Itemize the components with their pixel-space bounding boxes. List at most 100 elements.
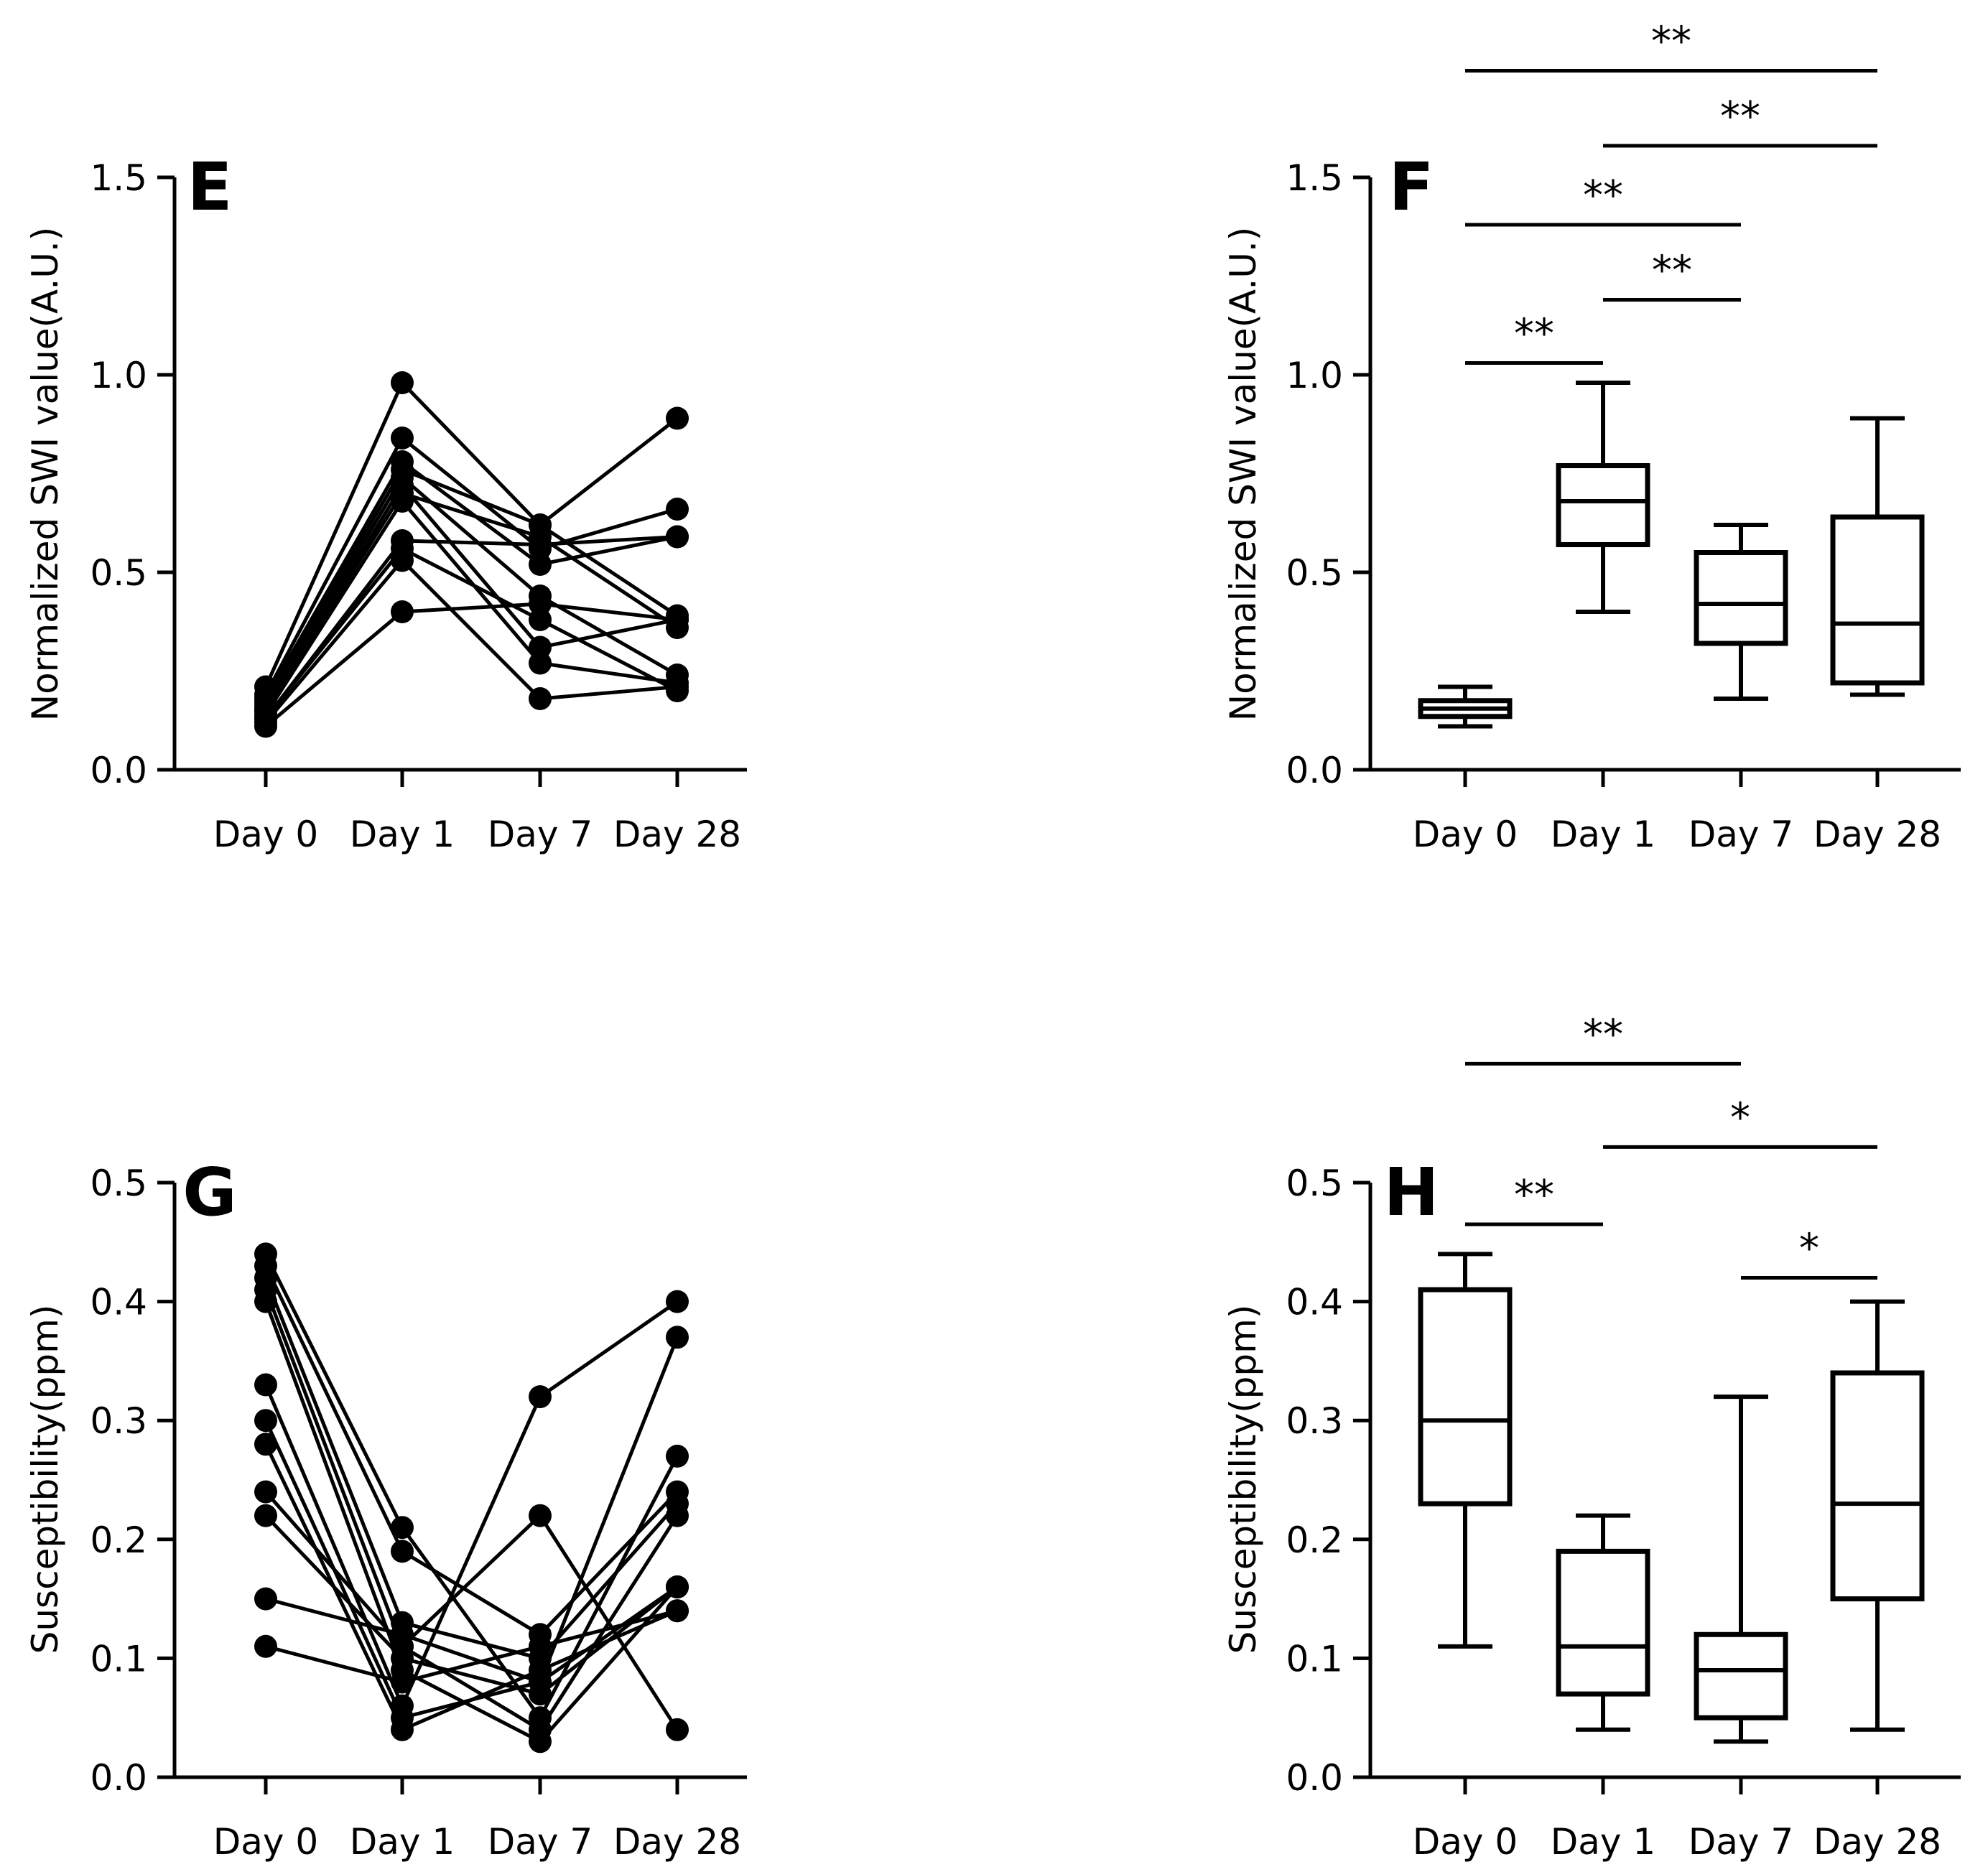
data-point bbox=[254, 1480, 277, 1504]
data-point bbox=[529, 687, 552, 710]
data-point bbox=[529, 1730, 552, 1754]
subject-line bbox=[264, 602, 678, 728]
data-point bbox=[254, 1634, 277, 1658]
y-tick-label: 0.3 bbox=[1286, 1400, 1343, 1442]
data-point bbox=[254, 714, 277, 738]
y-tick-label: 1.5 bbox=[1286, 157, 1343, 199]
y-tick-label: 0.0 bbox=[90, 1757, 147, 1799]
data-point bbox=[254, 1373, 277, 1397]
subject-line bbox=[264, 491, 679, 712]
data-point bbox=[666, 1718, 689, 1741]
panel-letter: G bbox=[182, 1154, 237, 1231]
data-point bbox=[666, 1326, 689, 1349]
subject-line bbox=[264, 546, 679, 720]
y-axis-title: Normalized SWI value(A.U.) bbox=[1222, 227, 1264, 722]
significance-label: ** bbox=[1652, 248, 1692, 294]
data-point bbox=[666, 1599, 689, 1623]
x-category-label: Day 0 bbox=[1413, 814, 1518, 855]
y-tick-label: 0.2 bbox=[1286, 1519, 1343, 1561]
subject-line bbox=[264, 482, 678, 712]
y-tick-label: 0.0 bbox=[1286, 1757, 1343, 1799]
subject-line bbox=[264, 1300, 679, 1744]
data-point bbox=[666, 1444, 689, 1468]
data-point bbox=[529, 1670, 552, 1694]
data-point bbox=[666, 1575, 689, 1598]
x-category-label: Day 1 bbox=[1551, 814, 1655, 855]
data-point bbox=[529, 635, 552, 659]
data-point bbox=[529, 1634, 552, 1658]
data-point bbox=[254, 1290, 277, 1313]
data-point bbox=[529, 1504, 552, 1527]
iqr-box bbox=[1556, 463, 1650, 547]
data-point bbox=[391, 1516, 414, 1540]
significance-label: ** bbox=[1514, 1172, 1554, 1219]
panel-letter: H bbox=[1384, 1154, 1439, 1231]
iqr-box bbox=[1694, 1631, 1788, 1720]
subject-line bbox=[264, 557, 678, 724]
data-point bbox=[391, 549, 414, 572]
y-tick-label: 0.5 bbox=[90, 1163, 147, 1204]
subject-line bbox=[264, 1514, 679, 1696]
x-category-label: Day 28 bbox=[613, 1821, 741, 1863]
data-point bbox=[529, 651, 552, 675]
panel-letter: F bbox=[1389, 149, 1434, 225]
data-point bbox=[391, 1718, 414, 1741]
y-tick-label: 0.2 bbox=[90, 1519, 147, 1561]
x-category-label: Day 28 bbox=[613, 814, 741, 855]
y-axis-title: Susceptibility(ppm) bbox=[1222, 1305, 1264, 1654]
iqr-box bbox=[1556, 1548, 1650, 1697]
data-point bbox=[254, 1504, 277, 1527]
x-category-label: Day 28 bbox=[1813, 1821, 1941, 1863]
data-point bbox=[391, 490, 414, 513]
data-point bbox=[666, 675, 689, 699]
panel-f-box-plot: 0.0 0.5 1.0 1.5 Day 0 Day 1 Day 7 Day 28 Normali… bbox=[1222, 19, 1961, 855]
data-point bbox=[391, 1670, 414, 1694]
y-tick-label: 0.5 bbox=[1286, 1163, 1343, 1204]
significance-label: * bbox=[1730, 1094, 1750, 1141]
y-tick-label: 1.0 bbox=[1286, 355, 1343, 396]
y-tick-label: 0.1 bbox=[1286, 1638, 1343, 1680]
significance-label: ** bbox=[1651, 19, 1691, 65]
data-point bbox=[529, 592, 552, 615]
data-point bbox=[254, 1409, 277, 1433]
significance-label: ** bbox=[1514, 311, 1554, 358]
data-point bbox=[666, 608, 689, 631]
y-tick-label: 0.1 bbox=[90, 1638, 147, 1680]
significance-label: ** bbox=[1583, 1011, 1623, 1058]
y-tick-label: 0.4 bbox=[1286, 1282, 1343, 1323]
data-point bbox=[666, 1290, 689, 1313]
iqr-box bbox=[1830, 514, 1925, 686]
y-tick-label: 0.5 bbox=[1286, 552, 1343, 594]
significance-label: ** bbox=[1720, 93, 1760, 140]
subject-line bbox=[264, 1300, 679, 1710]
data-point bbox=[391, 427, 414, 450]
significance-label: ** bbox=[1583, 172, 1623, 219]
panel-e-line-chart: 0.0 0.5 1.0 1.5 Day 0 Day 1 Day 7 Day 28 Normali… bbox=[24, 149, 747, 855]
subject-line bbox=[264, 475, 679, 708]
data-point bbox=[529, 533, 552, 557]
data-point bbox=[666, 525, 689, 549]
data-point bbox=[529, 608, 552, 631]
data-point bbox=[529, 553, 552, 576]
subject-line bbox=[264, 1253, 679, 1721]
data-point bbox=[254, 1433, 277, 1456]
data-point bbox=[666, 406, 689, 430]
y-tick-label: 0.0 bbox=[1286, 750, 1343, 791]
panel-g-line-chart: 0.0 0.1 0.2 0.3 0.4 0.5 Day 0 Day 1 Day 7 Day 28 S… bbox=[24, 1154, 747, 1863]
subject-line bbox=[264, 1490, 679, 1731]
x-category-label: Day 0 bbox=[1413, 1821, 1518, 1863]
subject-line bbox=[265, 1608, 678, 1685]
data-point bbox=[254, 1587, 277, 1611]
y-tick-label: 0.0 bbox=[90, 750, 147, 791]
data-point bbox=[666, 1504, 689, 1527]
iqr-box bbox=[1830, 1370, 1925, 1602]
y-axis-title: Normalized SWI value(A.U.) bbox=[24, 227, 66, 722]
panel-letter: E bbox=[187, 149, 233, 225]
data-point bbox=[529, 1385, 552, 1409]
data-point bbox=[666, 498, 689, 521]
x-category-label: Day 0 bbox=[213, 814, 318, 855]
data-point bbox=[391, 1540, 414, 1563]
data-point bbox=[391, 1623, 414, 1647]
subject-line bbox=[264, 1265, 679, 1637]
